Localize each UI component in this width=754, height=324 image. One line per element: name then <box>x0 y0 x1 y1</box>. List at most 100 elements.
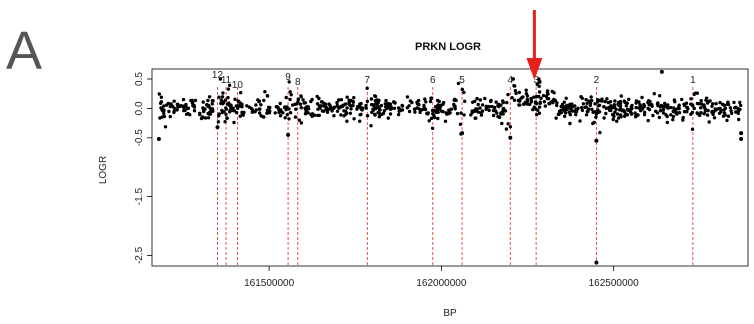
data-point <box>310 97 314 102</box>
data-point <box>690 127 695 131</box>
data-point <box>379 103 384 108</box>
data-point <box>563 114 567 119</box>
data-point <box>225 116 229 120</box>
x-tick-label: 161500000 <box>244 278 294 289</box>
data-point <box>383 102 387 106</box>
data-point <box>396 112 401 117</box>
data-point <box>537 111 542 115</box>
data-point <box>439 103 443 108</box>
data-point <box>206 98 210 103</box>
data-point <box>206 103 211 108</box>
data-point <box>371 108 375 112</box>
data-point <box>689 112 693 116</box>
data-point <box>533 101 538 105</box>
data-point <box>552 97 556 102</box>
data-point <box>159 106 163 110</box>
data-point <box>469 113 473 117</box>
data-point <box>449 107 454 111</box>
data-point <box>278 101 282 106</box>
data-point <box>506 92 510 97</box>
data-point <box>584 97 588 102</box>
outlier-point <box>286 132 291 137</box>
data-point <box>661 111 666 115</box>
data-point <box>345 111 349 115</box>
data-point <box>568 121 572 126</box>
data-point <box>235 110 239 115</box>
data-point <box>661 107 666 112</box>
data-point <box>521 102 526 107</box>
data-point <box>364 103 368 108</box>
data-point <box>529 96 533 101</box>
data-point <box>478 106 482 110</box>
data-point <box>682 102 686 107</box>
data-point <box>518 99 522 103</box>
data-point <box>223 120 227 124</box>
data-point <box>429 116 434 121</box>
data-point <box>441 100 446 105</box>
data-point <box>392 106 397 111</box>
data-point <box>289 93 293 97</box>
data-point <box>514 91 518 96</box>
data-point <box>611 117 615 122</box>
data-point <box>220 108 224 113</box>
data-point <box>369 124 373 128</box>
data-point <box>643 110 647 115</box>
data-point <box>159 100 164 104</box>
data-point <box>226 95 230 100</box>
data-point <box>484 106 488 110</box>
data-point <box>342 109 346 113</box>
data-point <box>231 106 235 110</box>
data-point <box>267 105 271 110</box>
data-point <box>651 113 655 118</box>
data-point <box>369 97 374 101</box>
data-point <box>234 104 238 108</box>
data-point <box>447 111 451 116</box>
data-point <box>665 114 669 119</box>
data-point <box>718 100 722 105</box>
data-point <box>525 102 530 106</box>
data-point <box>303 101 307 105</box>
data-point <box>225 102 230 107</box>
data-point <box>460 87 464 92</box>
data-point <box>224 107 228 111</box>
data-point <box>159 95 164 99</box>
data-point <box>726 114 731 118</box>
data-point <box>584 113 589 117</box>
data-point <box>462 113 466 117</box>
data-point <box>483 96 487 101</box>
data-point <box>564 96 568 101</box>
data-point <box>707 120 711 124</box>
data-point <box>375 105 379 110</box>
data-point <box>229 103 233 107</box>
data-point <box>339 98 344 102</box>
data-point <box>504 127 509 131</box>
data-point <box>381 111 386 116</box>
data-point <box>262 98 266 103</box>
data-point <box>705 101 710 105</box>
data-point <box>437 99 441 104</box>
data-point <box>646 118 650 123</box>
data-point <box>703 109 707 113</box>
data-point <box>256 98 260 102</box>
data-point <box>500 121 504 126</box>
data-point <box>562 105 566 109</box>
data-point <box>548 101 552 106</box>
data-point <box>685 110 689 114</box>
data-point <box>524 92 529 96</box>
data-point <box>441 110 445 114</box>
outlier-point <box>156 137 161 141</box>
data-point <box>430 126 435 130</box>
data-point <box>348 111 353 116</box>
data-point <box>737 117 741 122</box>
data-point <box>287 80 291 84</box>
data-point <box>478 98 482 102</box>
outlier-point <box>594 260 599 265</box>
data-point <box>658 94 662 98</box>
data-point <box>172 109 176 114</box>
data-point <box>699 106 703 110</box>
data-point <box>259 103 263 107</box>
data-point <box>580 105 584 110</box>
data-point <box>615 119 619 123</box>
data-point <box>732 100 736 105</box>
data-point <box>537 94 541 99</box>
